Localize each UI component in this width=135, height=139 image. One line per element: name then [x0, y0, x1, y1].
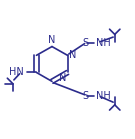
Text: S: S: [83, 38, 89, 48]
Text: HN: HN: [9, 67, 23, 77]
Text: N: N: [48, 35, 56, 45]
Text: S: S: [83, 91, 89, 101]
Text: N: N: [69, 50, 77, 60]
Text: N: N: [59, 73, 67, 83]
Text: NH: NH: [96, 91, 111, 101]
Text: NH: NH: [96, 38, 111, 48]
